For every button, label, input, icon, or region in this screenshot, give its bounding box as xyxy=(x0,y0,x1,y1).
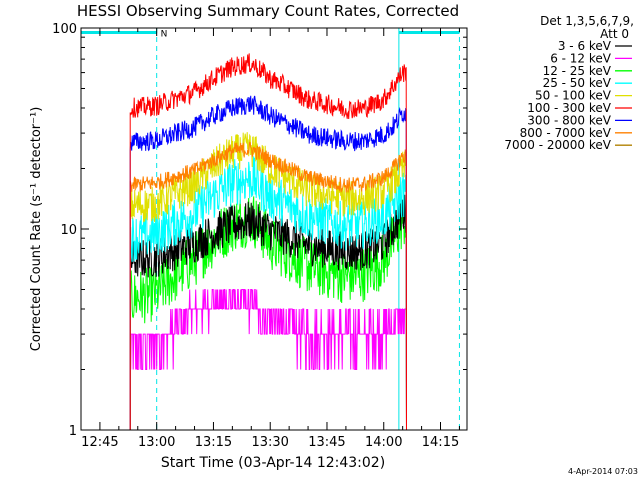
series-trace-3 xyxy=(129,156,407,430)
legend-item-label: 6 - 12 keV xyxy=(550,51,612,65)
y-tick-label: 100 xyxy=(52,22,77,37)
x-tick-label: 13:30 xyxy=(251,435,288,450)
legend-header-line-2: Att 0 xyxy=(600,27,629,41)
x-tick-label: 14:00 xyxy=(365,435,402,450)
chart-title: HESSI Observing Summary Count Rates, Cor… xyxy=(77,2,459,20)
series-trace-7 xyxy=(129,141,407,430)
x-tick-label: 12:45 xyxy=(81,435,118,450)
x-axis-label: Start Time (03-Apr-14 12:43:02) xyxy=(161,455,385,471)
x-tick-label: 13:45 xyxy=(308,435,345,450)
x-tick-label: 14:15 xyxy=(422,435,459,450)
legend-item-label: 800 - 7000 keV xyxy=(520,126,612,140)
legend-item-label: 3 - 6 keV xyxy=(558,39,612,53)
x-tick-label: 13:15 xyxy=(195,435,232,450)
series-trace-6 xyxy=(129,95,407,430)
legend-item-label: 12 - 25 keV xyxy=(543,64,612,78)
legend-item-label: 50 - 100 keV xyxy=(535,89,612,103)
legend-header-line-1: Det 1,3,5,6,7,9, xyxy=(540,14,634,28)
timestamp: 4-Apr-2014 07:03 xyxy=(568,467,638,476)
flag-label: N xyxy=(161,29,168,39)
legend-item-label: 100 - 300 keV xyxy=(527,101,611,115)
y-tick-label: 1 xyxy=(69,424,77,439)
series-trace-2 xyxy=(129,196,407,430)
series-trace-1 xyxy=(129,289,407,430)
axes: 12:45 13:00 13:15 13:30 13:45 14:00 14:15 1 10 10… xyxy=(52,22,467,450)
series-group xyxy=(129,53,407,430)
y-axis-label: Corrected Count Rate (s⁻¹ detector⁻¹) xyxy=(29,107,44,352)
legend-item-label: 25 - 50 keV xyxy=(543,76,612,90)
legend-item-label: 300 - 800 keV xyxy=(527,113,611,127)
series-trace-5 xyxy=(129,53,407,430)
y-tick-label: 10 xyxy=(60,223,77,238)
x-tick-label: 13:00 xyxy=(138,435,175,450)
legend-item-label: 7000 - 20000 keV xyxy=(504,138,611,152)
